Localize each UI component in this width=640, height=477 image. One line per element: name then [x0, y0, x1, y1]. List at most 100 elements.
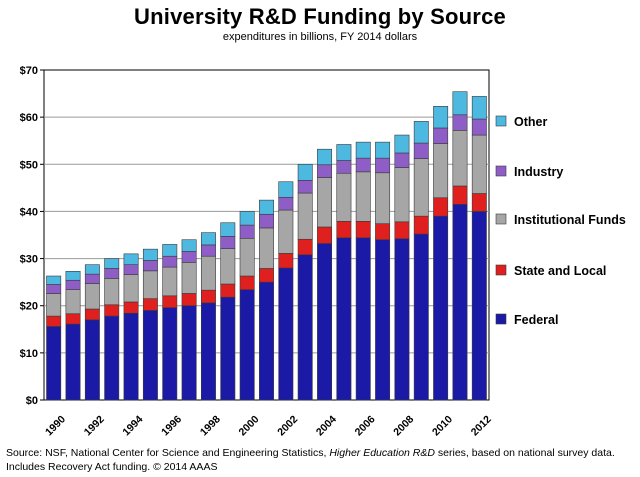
bar-segment-state-and-local-2008 — [394, 221, 410, 240]
y-tick-label: $50 — [20, 159, 38, 171]
bar-segment-other-2006 — [355, 141, 371, 159]
bar-segment-institutional-funds-2004 — [317, 177, 333, 228]
bar-segment-industry-2007 — [375, 157, 391, 174]
bar-segment-federal-1998 — [200, 302, 216, 401]
x-tick-label: 2002 — [275, 413, 300, 438]
bar-segment-other-1995 — [142, 248, 158, 261]
bar-segment-industry-1990 — [46, 284, 62, 294]
bar-segment-federal-2002 — [278, 267, 294, 401]
legend-swatch-federal — [495, 313, 507, 325]
bar-segment-federal-2001 — [259, 281, 274, 401]
bar-segment-industry-2001 — [259, 213, 274, 229]
bar-segment-state-and-local-2005 — [336, 221, 352, 239]
bar-segment-state-and-local-2000 — [239, 275, 255, 290]
bar-segment-federal-1997 — [181, 305, 197, 401]
bar-segment-other-2003 — [297, 163, 313, 181]
bar-segment-other-1990 — [46, 275, 62, 285]
bar-segment-industry-2002 — [278, 196, 294, 211]
x-tick-label: 2012 — [469, 413, 494, 438]
bar-segment-industry-1993 — [104, 268, 120, 279]
bar-segment-industry-2000 — [239, 224, 255, 239]
bar-segment-industry-2008 — [394, 152, 410, 168]
bar-segment-institutional-funds-1996 — [162, 266, 178, 297]
bar-segment-other-2009 — [413, 121, 429, 144]
bar-segment-other-2004 — [317, 148, 333, 166]
legend-label-state-and-local: State and Local — [514, 264, 606, 278]
bar-segment-institutional-funds-2009 — [413, 158, 429, 217]
bar-segment-federal-2011 — [452, 204, 468, 401]
bar-segment-state-and-local-2007 — [375, 223, 391, 241]
source-text-c: series, based on national survey data. — [434, 447, 615, 459]
bar-segment-industry-2011 — [452, 114, 468, 131]
bar-segment-institutional-funds-2012 — [471, 134, 487, 194]
x-tick-label: 1994 — [120, 413, 145, 438]
legend-swatch-institutional-funds — [495, 213, 507, 225]
bar-segment-industry-1996 — [162, 255, 178, 268]
bar-segment-industry-2012 — [471, 118, 487, 136]
bar-segment-state-and-local-2006 — [355, 221, 371, 239]
bar-segment-institutional-funds-1999 — [220, 248, 236, 285]
bar-segment-state-and-local-2009 — [413, 215, 429, 235]
source-text-series: Higher Education R&D — [329, 447, 435, 459]
bar-segment-industry-1994 — [123, 264, 139, 275]
y-tick-label: $10 — [20, 348, 38, 360]
bar-segment-institutional-funds-2011 — [452, 130, 468, 187]
bar-segment-federal-1999 — [220, 296, 236, 401]
bar-segment-industry-2009 — [413, 142, 429, 159]
bar-segment-institutional-funds-1998 — [200, 255, 216, 291]
bar-segment-federal-2008 — [394, 238, 410, 401]
bar-segment-state-and-local-1998 — [200, 289, 216, 304]
bar-segment-institutional-funds-2003 — [297, 192, 313, 240]
y-tick-label: $60 — [20, 112, 38, 124]
bar-segment-industry-2005 — [336, 160, 352, 174]
bar-segment-institutional-funds-2005 — [336, 172, 352, 222]
bar-segment-institutional-funds-2002 — [278, 209, 294, 254]
bar-segment-federal-2007 — [375, 239, 391, 401]
bar-segment-state-and-local-2011 — [452, 185, 468, 205]
bar-segment-other-2010 — [433, 106, 449, 129]
y-tick-label: $30 — [20, 254, 38, 266]
bar-segment-other-2001 — [259, 199, 274, 215]
bar-segment-other-2000 — [239, 211, 255, 226]
legend-label-industry: Industry — [514, 165, 563, 179]
legend-label-institutional-funds: Institutional Funds — [514, 213, 626, 227]
bar-segment-state-and-local-2001 — [259, 268, 274, 283]
bar-segment-industry-1991 — [65, 279, 81, 290]
bar-segment-other-1992 — [84, 264, 100, 275]
bar-segment-federal-1996 — [162, 307, 178, 401]
bar-segment-federal-1993 — [104, 315, 120, 401]
bar-segment-state-and-local-1993 — [104, 304, 120, 317]
y-tick-label: $20 — [20, 301, 38, 313]
bar-segment-federal-1995 — [142, 310, 158, 401]
bar-segment-other-2008 — [394, 134, 410, 154]
bar-segment-state-and-local-1990 — [46, 315, 62, 327]
bar-segment-federal-2006 — [355, 237, 371, 401]
bar-segment-state-and-local-1991 — [65, 313, 81, 325]
bar-segment-other-1998 — [200, 232, 216, 246]
bar-segment-institutional-funds-2008 — [394, 167, 410, 223]
legend-swatch-state-and-local — [495, 264, 507, 276]
bar-segment-industry-2004 — [317, 164, 333, 178]
bar-segment-institutional-funds-1994 — [123, 274, 139, 303]
bar-segment-state-and-local-1997 — [181, 293, 197, 307]
bar-segment-institutional-funds-1997 — [181, 262, 197, 294]
bar-segment-state-and-local-1999 — [220, 283, 236, 298]
legend-label-federal: Federal — [514, 313, 558, 327]
bar-segment-institutional-funds-1990 — [46, 293, 62, 317]
x-tick-label: 1990 — [43, 413, 68, 438]
y-tick-label: $40 — [20, 206, 38, 218]
bar-segment-industry-2006 — [355, 157, 371, 173]
bar-segment-federal-2004 — [317, 243, 333, 401]
bar-segment-industry-2010 — [433, 127, 449, 144]
stacked-bar-chart: $0 $10 $20 $30 $40 $50 $60 $70 1990 1992 1994 1996 1… — [20, 65, 626, 438]
bar-segment-federal-1994 — [123, 312, 139, 401]
x-tick-label: 2004 — [314, 413, 339, 438]
bar-segment-state-and-local-1994 — [123, 301, 139, 314]
bar-segment-other-2005 — [336, 144, 352, 161]
bar-segment-federal-1991 — [65, 323, 81, 401]
source-text-a: Source: NSF, National Center for Science… — [6, 447, 330, 459]
bar-segment-state-and-local-2002 — [278, 253, 294, 269]
bar-segment-state-and-local-1992 — [84, 308, 100, 321]
bar-segment-state-and-local-1995 — [142, 298, 158, 311]
bar-segment-other-1999 — [220, 222, 236, 237]
